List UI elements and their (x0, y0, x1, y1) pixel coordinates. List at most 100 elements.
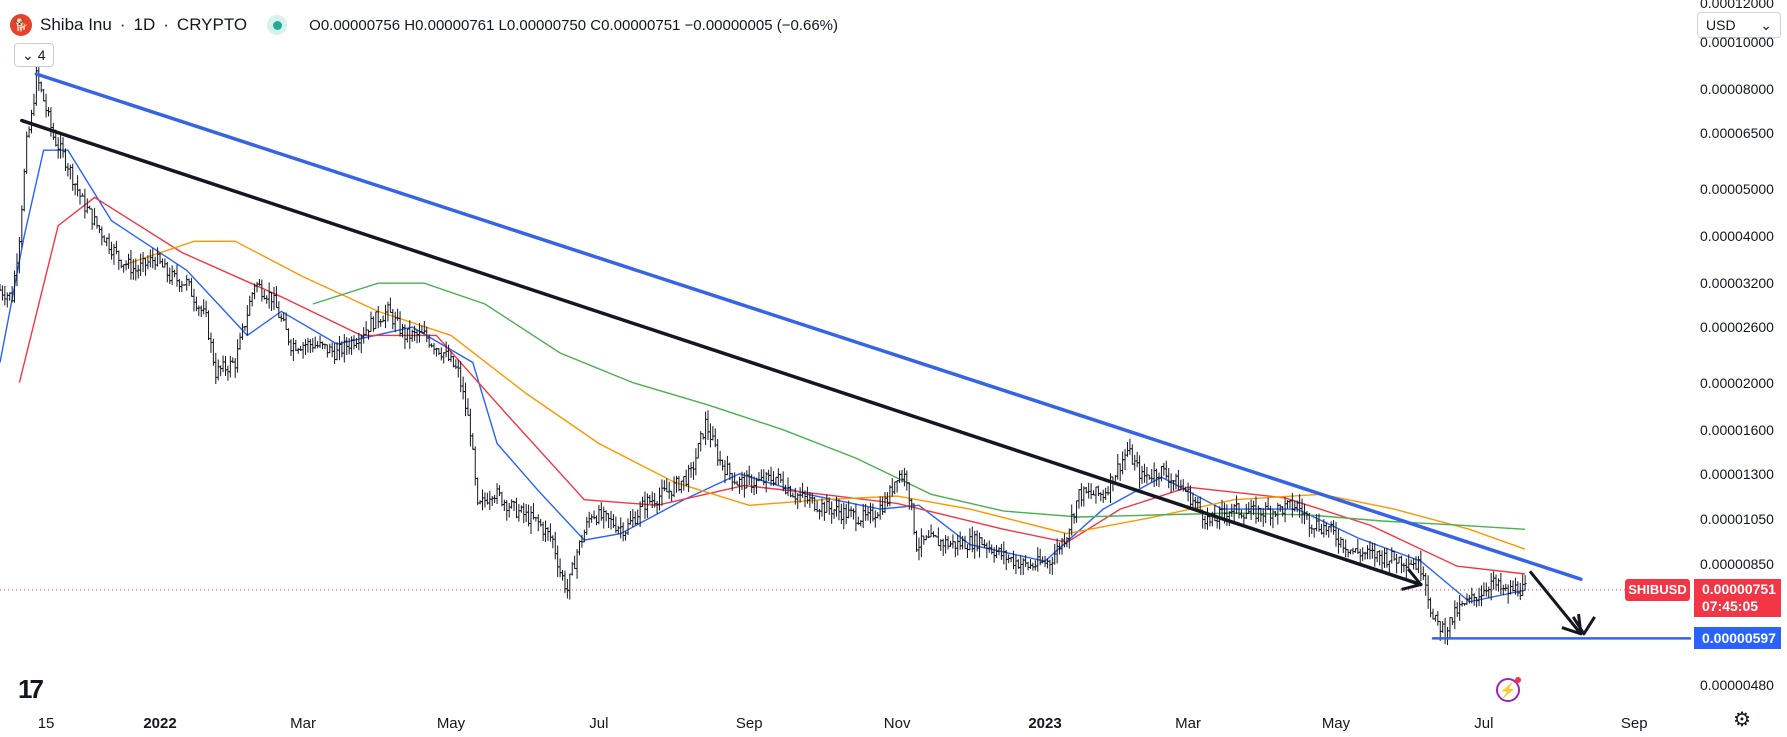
ohlc-bar (1104, 487, 1108, 501)
ohlc-bar (1327, 525, 1331, 538)
ohlc-bar (1312, 528, 1316, 538)
ohlc-bar (980, 537, 984, 546)
ohlc-bar (987, 540, 991, 553)
ohlc-bar (202, 299, 206, 315)
ohlc-bar (388, 297, 392, 313)
ohlc-bar (1101, 489, 1105, 504)
ohlc-bar (1234, 495, 1239, 515)
ohlc-bar (551, 535, 555, 549)
ohlc-bar (461, 376, 465, 400)
interval-label[interactable]: 1D (133, 15, 156, 34)
trendline-1[interactable] (34, 72, 1583, 581)
ohlc-bar (786, 477, 790, 496)
ohlc-bar (468, 408, 472, 447)
ohlc-bar (1419, 550, 1423, 582)
ohlc-bar (1314, 514, 1319, 532)
ohlc-bar (1472, 593, 1476, 606)
market-status-icon[interactable] (267, 15, 288, 35)
last-price-value: 0.00000751 (1702, 580, 1776, 597)
ohlc-bar (37, 66, 41, 92)
ohlc-bar (1091, 490, 1096, 496)
flash-icon[interactable]: ⚡ (1496, 677, 1521, 702)
ohlc-bar (165, 261, 169, 283)
symbol-name[interactable]: Shiba Inu (40, 15, 112, 34)
ohlc-bar (1142, 463, 1147, 483)
ohlc-bar (1159, 465, 1164, 482)
ohlc-bar (854, 503, 858, 532)
ohlc-bar (563, 570, 567, 594)
time-tick-label: Jul (589, 715, 609, 732)
ohlc-bar (204, 300, 208, 318)
ohlc-bar (68, 164, 72, 180)
ohlc-bar (982, 539, 987, 549)
ohlc-bar (1251, 500, 1256, 515)
ohlc-bar (662, 480, 666, 492)
ohlc-bar (1135, 451, 1139, 468)
ohlc-bar (565, 579, 569, 599)
ohlc-bar (577, 540, 582, 556)
ohlc-bar (78, 188, 82, 205)
ohlc-bar (1484, 582, 1488, 597)
ohlc-bar (488, 490, 492, 511)
ohlc-bar (1070, 504, 1074, 536)
indicators-toggle-button[interactable]: ⌄ 4 (14, 43, 54, 67)
moving-average-layer (0, 149, 1526, 603)
ohlc-bar (476, 477, 480, 506)
ohlc-bar (219, 365, 223, 377)
currency-select[interactable]: USD ⌄ (1697, 12, 1781, 38)
ohlc-bar (1152, 462, 1156, 488)
ohlc-bar (1121, 451, 1125, 475)
ohlc-bar (861, 503, 865, 528)
price-tick-label: 0.00001300 (1700, 465, 1774, 482)
ohlc-bar (301, 342, 305, 359)
ohlc-bar (1077, 489, 1081, 509)
ohlc-bar (493, 494, 497, 504)
ohlc-bar (1288, 500, 1292, 509)
tradingview-logo-icon[interactable]: 17 (18, 674, 44, 704)
ohlc-bar (473, 446, 477, 486)
ohlc-bar (1157, 472, 1161, 488)
ohlc-bar (1099, 492, 1103, 502)
ohlc-bar (1072, 513, 1076, 524)
ohlc-bar (151, 248, 155, 269)
ohlc-bar (432, 342, 436, 355)
ohlc-bar (294, 339, 298, 352)
ohlc-bar (238, 332, 242, 350)
low-label: L (498, 16, 507, 34)
time-tick-label: May (436, 715, 466, 732)
ohlc-bar (936, 527, 940, 547)
ohlc-bar (1399, 555, 1404, 574)
ohlc-bar (922, 535, 926, 545)
ohlc-bar (1373, 543, 1377, 567)
ohlc-bar (197, 305, 201, 317)
ohlc-bar (439, 347, 443, 361)
ohlc-bar (718, 450, 722, 466)
ohlc-bar (1365, 545, 1370, 560)
ohlc-bar (22, 168, 26, 212)
ohlc-bar (1450, 617, 1454, 626)
ohlc-bar (325, 344, 329, 358)
ohlc-bar (517, 504, 521, 522)
ohlc-bar (529, 505, 533, 534)
ohlc-bar (1171, 480, 1176, 491)
ohlc-bar (100, 226, 104, 246)
ohlc-bar (1123, 449, 1127, 471)
ohlc-bar (383, 304, 388, 329)
arrow-line[interactable] (1528, 570, 1583, 635)
ohlc-bar (956, 534, 960, 556)
trendline-2[interactable] (20, 118, 1423, 587)
ohlc-bar (694, 448, 698, 476)
chevron-down-icon: ⌄ (22, 46, 34, 63)
ohlc-bar (1028, 559, 1033, 569)
ohlc-bar (444, 341, 448, 358)
ohlc-bar (735, 480, 739, 486)
ohlc-bar (953, 541, 957, 558)
ohlc-bar (141, 252, 145, 273)
settings-gear-icon[interactable]: ⚙ (1733, 709, 1751, 731)
ohlc-bar (342, 334, 346, 363)
price-tick-label: 0.00012000 (1700, 0, 1774, 12)
ohlc-bar (931, 531, 936, 538)
ohlc-bar (308, 338, 312, 353)
ohlc-bar (660, 479, 664, 506)
